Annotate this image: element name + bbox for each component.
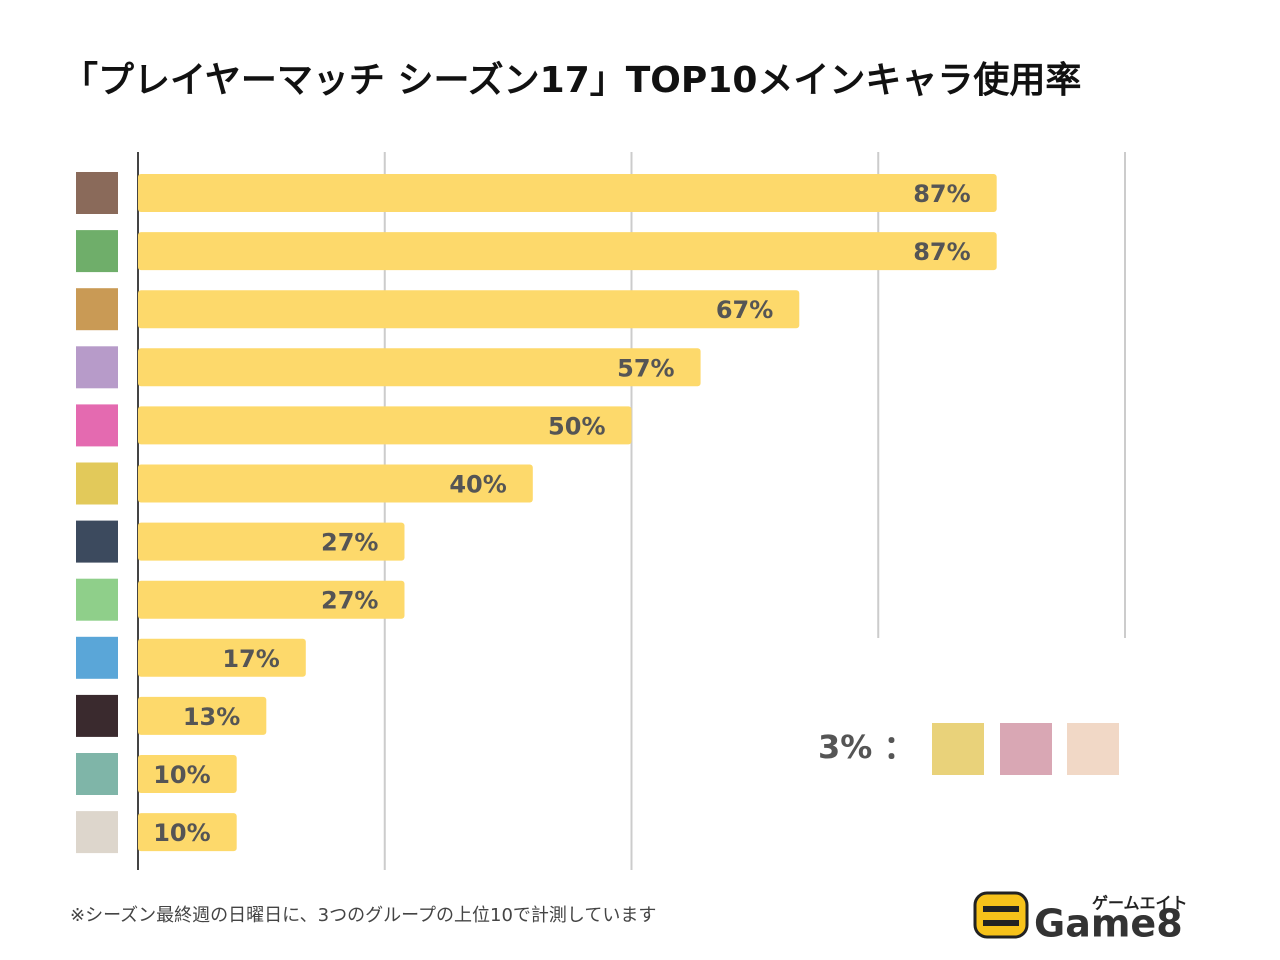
category-icon xyxy=(76,520,118,563)
footnote: ※シーズン最終週の日曜日に、3つのグループの上位10で計測しています xyxy=(70,905,656,926)
value-label: 87% xyxy=(913,180,970,208)
category-icon xyxy=(76,404,118,447)
bar xyxy=(138,696,267,735)
category-icon xyxy=(76,288,118,331)
value-label: 13% xyxy=(183,703,240,731)
value-label: 50% xyxy=(548,412,605,440)
category-icon xyxy=(76,230,118,273)
logo-name: Game8 xyxy=(1034,902,1183,946)
category-icon xyxy=(76,578,118,621)
value-label: 57% xyxy=(617,354,674,382)
value-label: 40% xyxy=(449,471,506,499)
logo-icon xyxy=(973,891,1029,939)
bar xyxy=(138,755,237,793)
category-icon xyxy=(76,694,118,737)
bar xyxy=(138,348,701,387)
category-icon xyxy=(76,462,118,505)
icon xyxy=(1000,723,1052,775)
value-label: 17% xyxy=(222,645,279,673)
icon xyxy=(932,723,984,775)
bar xyxy=(138,174,997,212)
logo-kana: ゲームエイト xyxy=(1092,894,1188,913)
logo-stripe xyxy=(983,906,1019,912)
bar xyxy=(138,406,632,445)
annotation-icons xyxy=(932,723,1119,775)
value-label: 87% xyxy=(913,238,970,266)
annotation: 3% ： xyxy=(818,728,915,766)
bar xyxy=(138,290,800,329)
bar xyxy=(138,464,533,503)
value-label: 27% xyxy=(321,587,378,615)
value-label: 67% xyxy=(716,296,773,324)
logo-stripe xyxy=(983,920,1019,926)
category-icon xyxy=(76,346,118,389)
bar xyxy=(138,813,237,852)
bar xyxy=(138,232,997,271)
bar xyxy=(138,522,405,561)
category-icon xyxy=(76,811,118,854)
icon xyxy=(1067,723,1119,775)
value-label: 27% xyxy=(321,529,378,557)
chart-title: 「プレイヤーマッチ シーズン17」TOP10メインキャラ使用率 xyxy=(62,59,1081,101)
category-icon xyxy=(76,636,118,679)
bar xyxy=(138,580,405,619)
value-label: 10% xyxy=(153,761,210,789)
category-icon xyxy=(76,172,118,214)
bar xyxy=(138,638,306,677)
value-label: 10% xyxy=(153,819,210,847)
category-icon xyxy=(76,753,118,795)
logo: ゲームエイト Game8 xyxy=(973,891,1188,946)
